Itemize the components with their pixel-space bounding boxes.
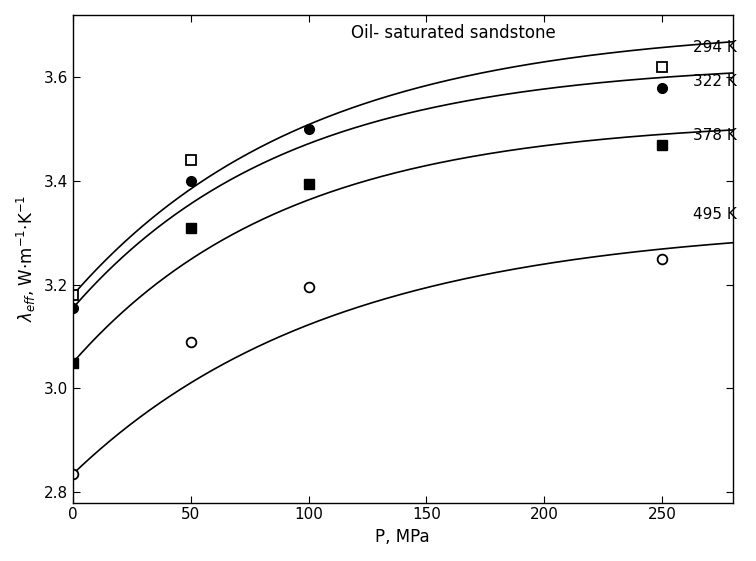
X-axis label: P, MPa: P, MPa (376, 528, 430, 546)
Text: 322 K: 322 K (692, 74, 736, 89)
Text: 294 K: 294 K (692, 40, 736, 55)
Text: Oil- saturated sandstone: Oil- saturated sandstone (351, 24, 556, 42)
Text: 378 K: 378 K (692, 128, 736, 143)
Y-axis label: $\lambda_{eff}$, W$\cdot$m$^{-1}$$\cdot$K$^{-1}$: $\lambda_{eff}$, W$\cdot$m$^{-1}$$\cdot$… (15, 195, 38, 323)
Text: 495 K: 495 K (692, 207, 736, 222)
